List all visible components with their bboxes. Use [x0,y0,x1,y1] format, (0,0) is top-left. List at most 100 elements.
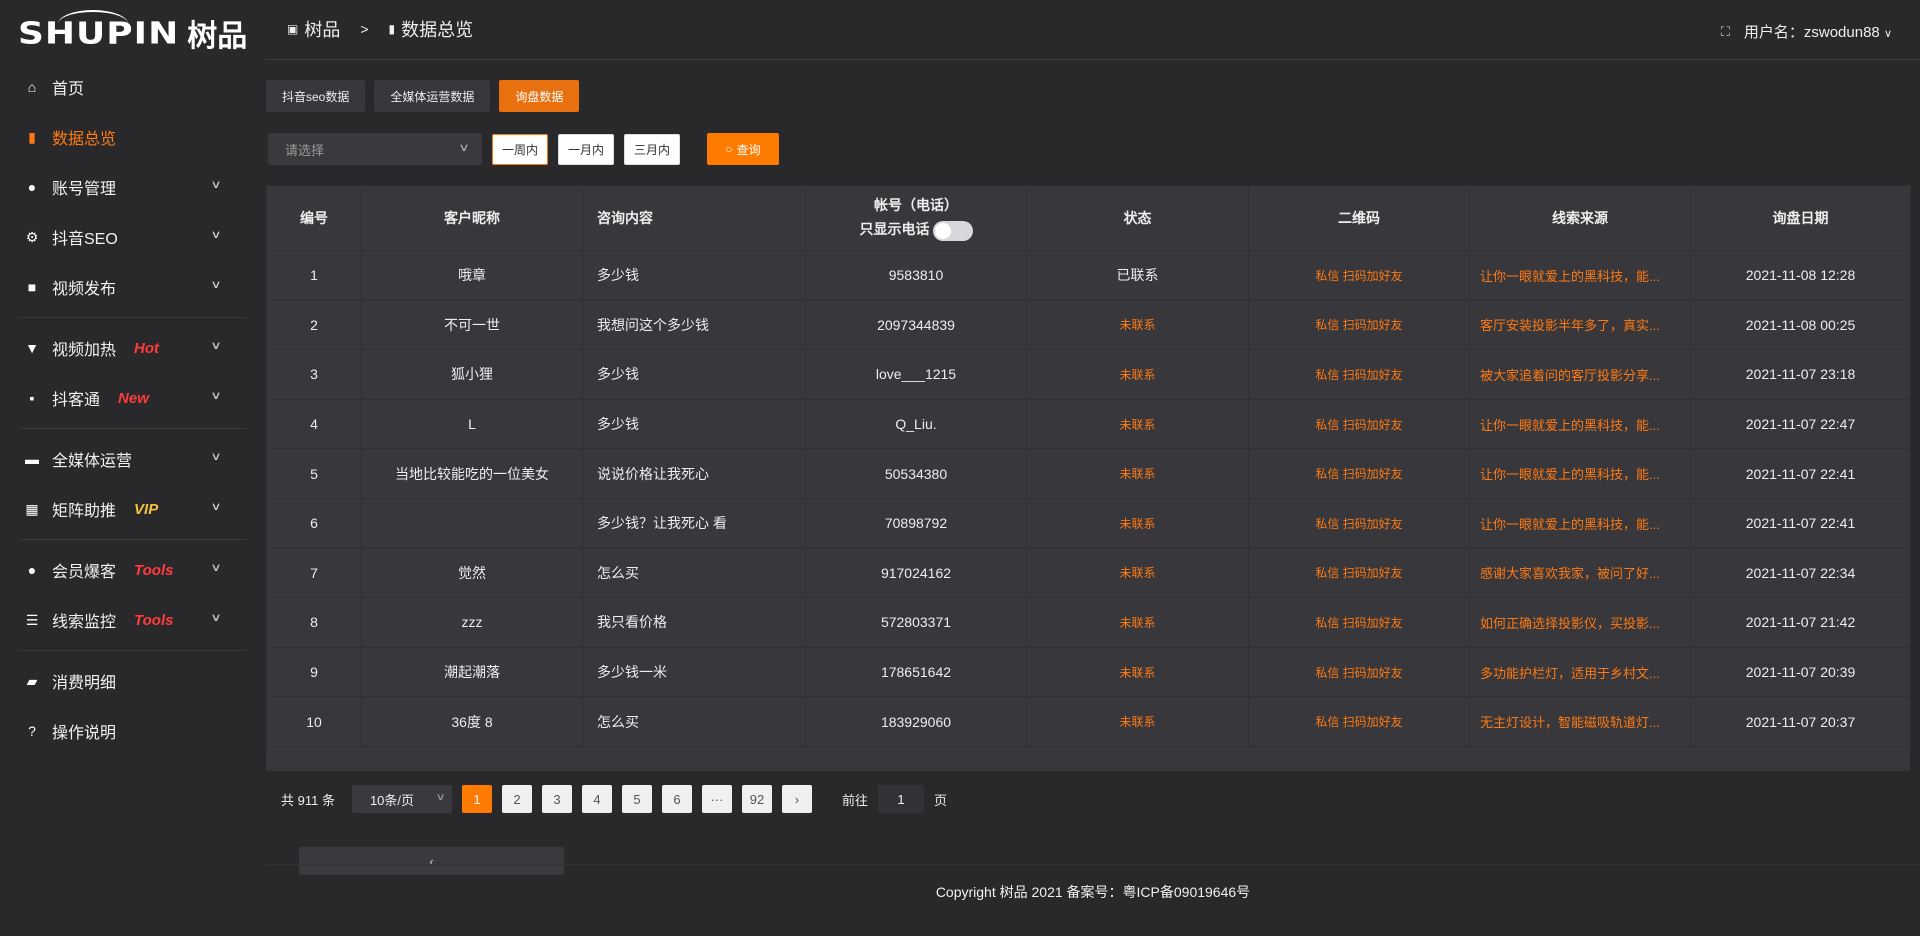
contact-status: 未联系 [1026,448,1249,499]
lead-source-link[interactable]: 让你一眼就爱上的黑科技，能... [1469,497,1691,549]
inquiry-date: 2021-11-07 20:37 [1690,696,1911,747]
chevron-down-icon: ∨ [210,179,222,191]
query-button[interactable]: ○ 查询 [707,133,780,165]
qrcode-action[interactable]: 私信 扫码加好友 [1248,448,1470,499]
sidebar-item-11[interactable]: ▰ 消费明细 [0,656,265,706]
footer: Copyright 树品 2021 备案号：粤ICP备09019646号 [935,884,1251,900]
lead-source-link[interactable]: 让你一眼就爱上的黑科技，能... [1469,250,1691,301]
page-button-92[interactable]: 92 [741,785,772,813]
breadcrumb: ▣ 树品 > ▮ 数据总览 [287,16,473,42]
contact-status: 未联系 [1026,597,1249,648]
lead-source-link[interactable]: 多功能护栏灯，适用于乡村文... [1469,646,1691,698]
sidebar-item-9[interactable]: ● 会员爆客 Tools ∨ [0,545,265,595]
sidebar-item-1[interactable]: ▮ 数据总览 [0,112,265,162]
goto-page-input[interactable]: 1 [877,785,924,813]
sidebar-item-7[interactable]: ▬ 全媒体运营 ∨ [0,434,265,484]
page-button-1[interactable]: 1 [461,785,492,813]
sidebar-item-0[interactable]: ⌂ 首页 [0,62,265,112]
column-header-label: 线索来源 [1552,210,1608,226]
contact-status: 未联系 [1026,646,1249,698]
qrcode-action[interactable]: 私信 扫码加好友 [1248,349,1470,400]
inquiry-content: 多少钱 [582,398,806,450]
sidebar-item-5[interactable]: ▼ 视频加热 Hot ∨ [0,323,265,373]
column-header: 二维码 [1248,185,1470,251]
row-id: 1 [266,250,362,301]
sidebar-item-badge: Hot [134,339,160,357]
query-label: 查询 [736,142,761,157]
page-button-3[interactable]: 3 [541,785,572,813]
page-button-6[interactable]: 6 [661,785,692,813]
sidebar-nav: ⌂ 首页 ▮ 数据总览 ● 账号管理 ∨ ⚙ 抖音SEO ∨ ■ 视频发布 ∨ ▼ 视频加热 Hot ∨ ▪ 抖客通… [0,62,265,756]
table-row: 6 多少钱？让我死心 看 70898792 未联系 私信 扫码加好友 让你一眼就爱上的黑科… [266,497,1911,549]
page-list: 1 2 3 4 5 6 ··· 92 [452,785,772,813]
period-button-1[interactable]: 一月内 [558,133,615,165]
chevron-down-icon: ∨ [210,340,222,352]
monitor-icon: ▬ [25,451,39,467]
customer-nickname: L [361,398,583,450]
sidebar-item-6[interactable]: ▪ 抖客通 New ∨ [0,373,265,423]
period-button-0[interactable]: 一周内 [492,133,549,165]
sidebar-item-4[interactable]: ■ 视频发布 ∨ [0,262,265,312]
bar-chart-icon: ▮ [388,22,396,36]
table-row: 3 狐小狸 多少钱 love___1215 未联系 私信 扫码加好友 被大家追着问的客厅投影… [266,349,1911,400]
table-row: 7 觉然 怎么买 917024162 未联系 私信 扫码加好友 感谢大家喜欢我家，被问了好.… [266,547,1911,599]
fullscreen-icon[interactable]: ⛶ [1720,23,1730,39]
lead-source-link[interactable]: 被大家追着问的客厅投影分享... [1469,349,1691,400]
home-icon: ⌂ [27,79,37,95]
page-size-select[interactable]: 10条/页 ∨ [351,785,452,813]
sidebar-item-label: 消费明细 [52,675,117,692]
lead-source-link[interactable]: 让你一眼就爱上的黑科技，能... [1469,448,1691,499]
qrcode-action[interactable]: 私信 扫码加好友 [1248,398,1470,450]
row-id: 4 [266,398,362,450]
chevron-down-icon: ∨ [210,390,222,402]
lead-source-link[interactable]: 客厅安装投影半年多了，真实... [1469,299,1691,351]
sidebar-item-8[interactable]: ▦ 矩阵助推 VIP ∨ [0,484,265,534]
lead-source-link[interactable]: 感谢大家喜欢我家，被问了好... [1469,547,1691,599]
lead-source-link[interactable]: 如何正确选择投影仪，买投影... [1469,597,1691,648]
next-page-button[interactable]: › [781,785,812,813]
user-menu[interactable]: 用户名：zswodun88 ∨ [1744,21,1892,42]
sidebar-item-2[interactable]: ● 账号管理 ∨ [0,162,265,212]
page-button-···[interactable]: ··· [701,785,732,813]
logo[interactable]: SHUPIN 树品 [18,10,247,54]
qrcode-action[interactable]: 私信 扫码加好友 [1248,646,1470,698]
phone-only-toggle[interactable] [932,220,973,241]
period-button-2[interactable]: 三月内 [624,133,681,165]
page-button-4[interactable]: 4 [581,785,612,813]
column-header: 客户昵称 [361,185,583,251]
breadcrumb-root[interactable]: 树品 [304,20,341,40]
chevron-down-icon: ∨ [435,792,446,803]
lead-source-link[interactable]: 让你一眼就爱上的黑科技，能... [1469,398,1691,450]
qrcode-action[interactable]: 私信 扫码加好友 [1248,497,1470,549]
inquiry-content: 多少钱？让我死心 看 [582,497,806,549]
table-row: 1 哦章 多少钱 9583810 已联系 私信 扫码加好友 让你一眼就爱上的黑科技，能...… [266,250,1911,301]
category-select[interactable]: 请选择 ∨ [268,133,482,165]
column-header-label: 咨询内容 [597,210,653,226]
qrcode-action[interactable]: 私信 扫码加好友 [1248,250,1470,301]
tab-0[interactable]: 抖音seo数据 [266,80,366,112]
qrcode-action[interactable]: 私信 扫码加好友 [1248,597,1470,648]
row-id: 2 [266,299,362,351]
page-button-5[interactable]: 5 [621,785,652,813]
sidebar-item-10[interactable]: ☰ 线索监控 Tools ∨ [0,595,265,645]
sidebar-item-3[interactable]: ⚙ 抖音SEO ∨ [0,212,265,262]
page-button-2[interactable]: 2 [501,785,532,813]
table-row: 4 L 多少钱 Q_Liu. 未联系 私信 扫码加好友 让你一眼就爱上的黑科技，能... 20… [266,398,1911,450]
prev-page-button[interactable]: ‹ [299,847,564,875]
sidebar-divider [19,539,246,540]
sidebar-item-label: 操作说明 [52,725,117,742]
contact-status: 未联系 [1026,349,1249,400]
contact-status: 未联系 [1026,547,1249,599]
sidebar-item-12[interactable]: ? 操作说明 [0,706,265,756]
tab-1[interactable]: 全媒体运营数据 [374,80,491,112]
lead-source-link[interactable]: 无主灯设计，智能磁吸轨道灯... [1469,696,1691,747]
tab-2[interactable]: 询盘数据 [499,80,580,112]
table-row: 8 zzz 我只看价格 572803371 未联系 私信 扫码加好友 如何正确选择投影仪，买… [266,597,1911,648]
qrcode-action[interactable]: 私信 扫码加好友 [1248,696,1470,747]
inquiry-content: 多少钱 [582,250,806,301]
sliders-icon: ☰ [25,611,39,628]
customer-nickname: 哦章 [361,250,583,301]
qrcode-action[interactable]: 私信 扫码加好友 [1248,299,1470,351]
table-row: 2 不可一世 我想问这个多少钱 2097344839 未联系 私信 扫码加好友 客厅安装投影… [266,299,1911,351]
qrcode-action[interactable]: 私信 扫码加好友 [1248,547,1470,599]
